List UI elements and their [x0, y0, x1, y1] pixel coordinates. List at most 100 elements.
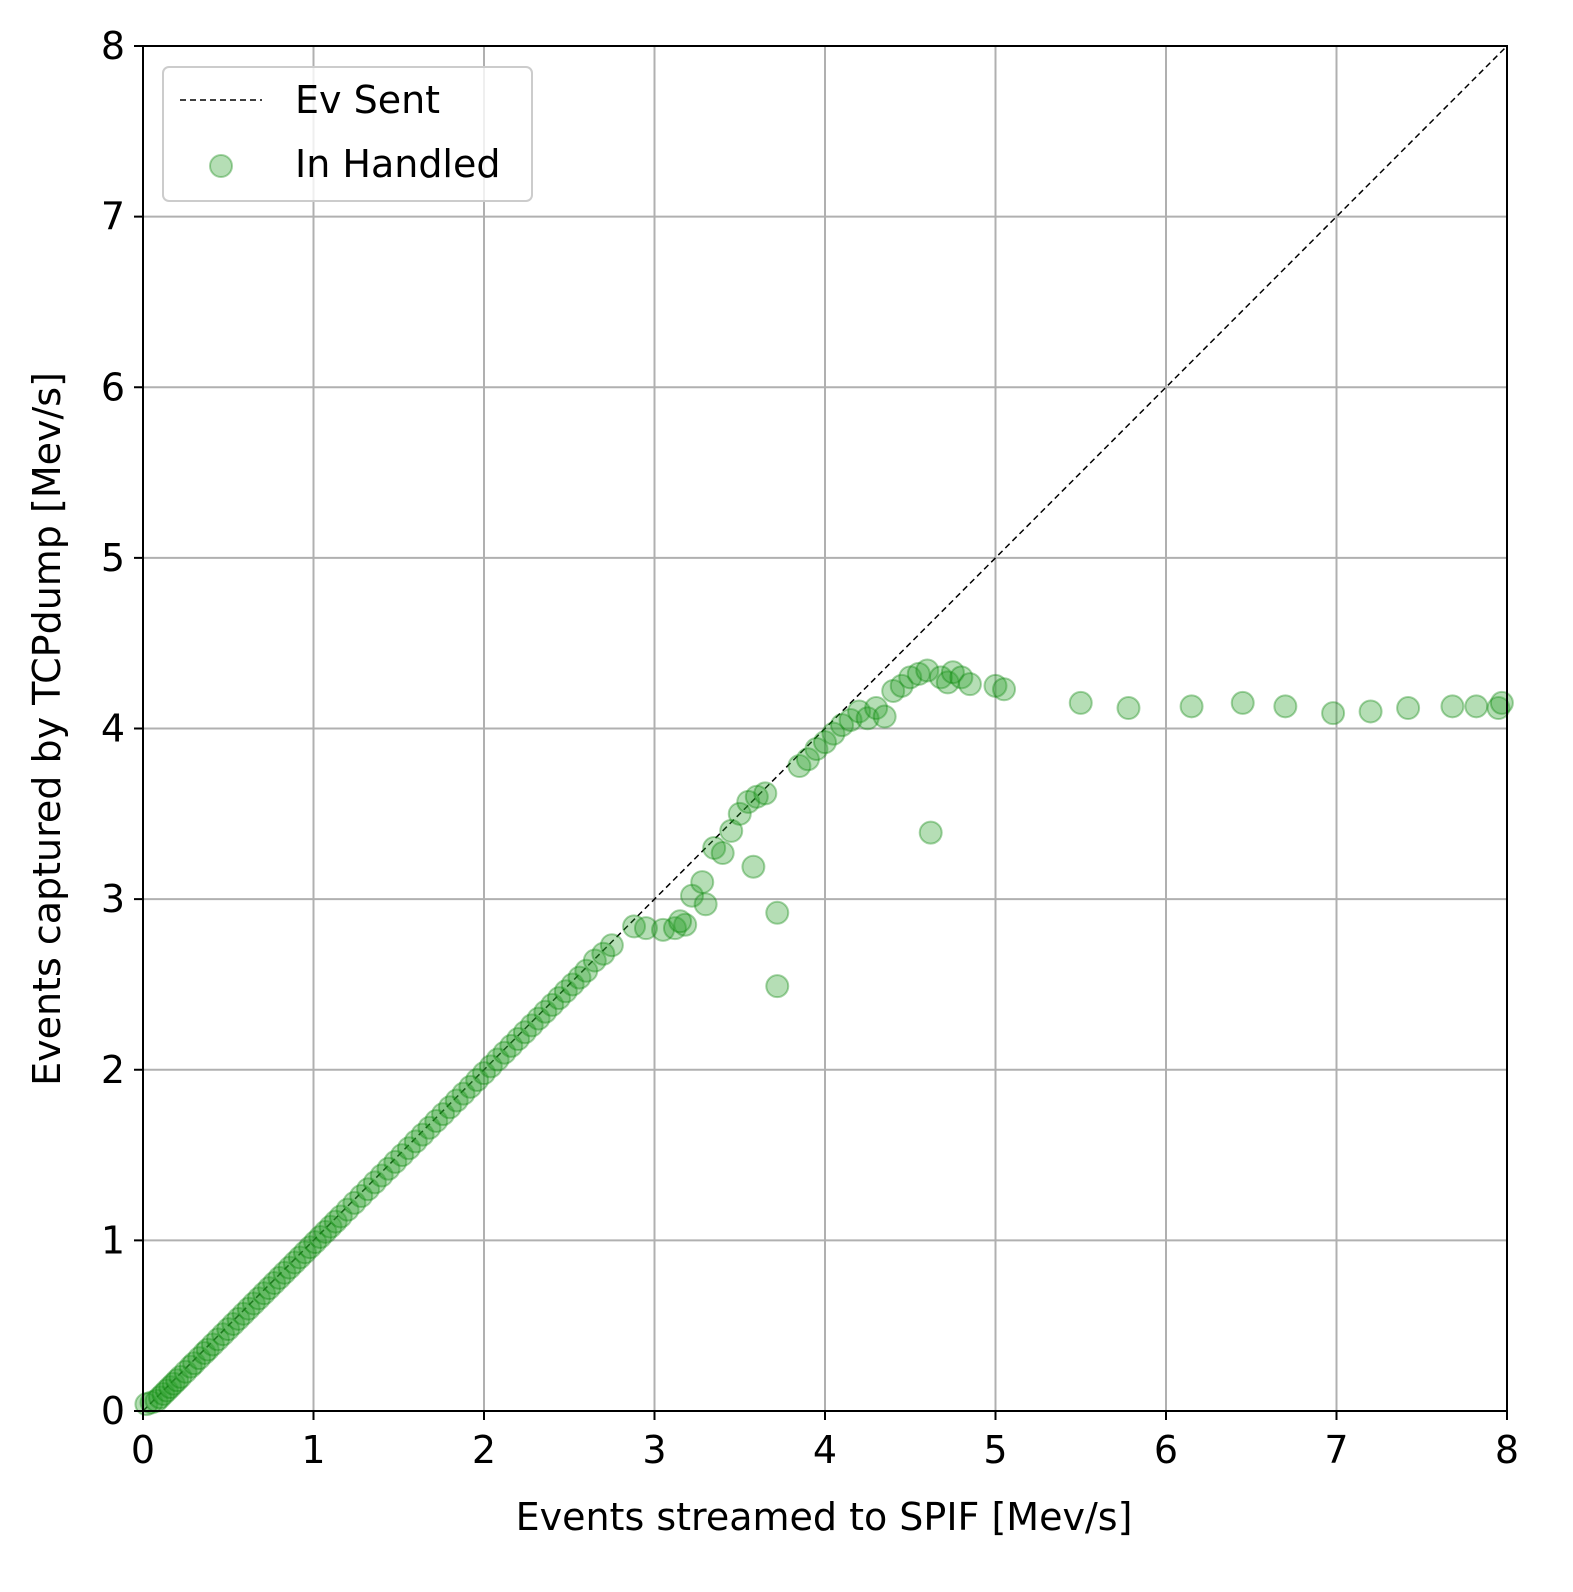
in-handled-point — [928, 665, 953, 690]
in-handled-point — [206, 1327, 231, 1352]
in-handled-point — [178, 1354, 203, 1379]
in-handled-point — [308, 1224, 333, 1249]
in-handled-point — [847, 699, 872, 724]
in-handled-point — [741, 854, 766, 879]
in-handled-point — [369, 1163, 394, 1188]
in-handled-point — [485, 1047, 510, 1072]
in-handled-point — [267, 1265, 292, 1290]
in-handled-point — [1489, 690, 1514, 715]
in-handled-point — [262, 1271, 287, 1296]
in-handled-point — [313, 1219, 338, 1244]
in-handled-point — [935, 670, 960, 695]
in-handled-point — [872, 704, 897, 729]
in-handled-point — [915, 658, 940, 683]
in-handled-point — [328, 1204, 353, 1229]
in-handled-point — [1179, 694, 1204, 719]
in-handled-point — [139, 1390, 164, 1415]
in-handled-point — [765, 974, 790, 999]
in-handled-point — [957, 672, 982, 697]
in-handled-point — [173, 1359, 198, 1384]
in-handled-point — [148, 1385, 173, 1410]
in-handled-point — [134, 1392, 159, 1417]
in-handled-point — [410, 1122, 435, 1147]
in-handled-point — [241, 1291, 266, 1316]
in-handled-point — [303, 1230, 328, 1255]
in-handled-point — [765, 900, 790, 925]
in-handled-point — [651, 917, 676, 942]
in-handled-point — [881, 678, 906, 703]
in-handled-point — [292, 1240, 317, 1265]
y-tick-label: 7 — [101, 195, 125, 239]
legend-ev-sent-label: Ev Sent — [295, 78, 440, 122]
in-handled-point — [356, 1177, 381, 1202]
in-handled-point — [195, 1337, 220, 1362]
in-handled-point — [574, 958, 599, 983]
in-handled-point — [444, 1088, 469, 1113]
in-handled-point — [680, 883, 705, 908]
in-handled-point — [898, 665, 923, 690]
x-tick-label: 6 — [1154, 1428, 1178, 1472]
in-handled-point — [158, 1375, 183, 1400]
in-handled-point — [889, 673, 914, 698]
in-handled-point — [560, 972, 585, 997]
in-handled-point — [151, 1381, 176, 1406]
in-handled-point — [804, 736, 829, 761]
x-tick-label: 7 — [1324, 1428, 1348, 1472]
in-handled-point — [992, 677, 1017, 702]
in-handled-point — [582, 948, 607, 973]
in-handled-point — [662, 916, 687, 941]
in-handled-point — [540, 992, 565, 1017]
in-handled-point — [298, 1235, 323, 1260]
in-handled-point — [318, 1214, 343, 1239]
x-axis-ticks: 0 1 2 3 4 5 6 7 8 — [131, 1411, 1519, 1472]
in-handled-point — [221, 1311, 246, 1336]
in-handled-point — [633, 916, 658, 941]
y-tick-label: 2 — [101, 1048, 125, 1092]
y-tick-label: 4 — [101, 707, 125, 751]
ev-sent-line — [142, 45, 1508, 1412]
y-tick-label: 1 — [101, 1218, 125, 1262]
in-handled-point — [1116, 696, 1141, 721]
in-handled-point — [702, 835, 727, 860]
in-handled-point — [390, 1143, 415, 1168]
in-handled-point — [478, 1054, 503, 1079]
in-handled-point — [864, 696, 889, 721]
in-handled-point — [727, 801, 752, 826]
in-handled-point — [813, 730, 837, 755]
in-handled-point — [1068, 690, 1093, 715]
in-handled-point — [424, 1108, 449, 1133]
x-tick-label: 2 — [472, 1428, 496, 1472]
in-handled-point — [719, 818, 744, 843]
in-handled-point — [940, 660, 965, 685]
in-handled-point — [211, 1322, 236, 1347]
in-handled-point — [838, 707, 863, 732]
in-handled-point — [499, 1033, 524, 1058]
in-handled-point — [465, 1067, 490, 1092]
in-handled-point — [744, 784, 769, 809]
in-handled-point — [1358, 699, 1383, 724]
in-handled-point — [257, 1276, 282, 1301]
in-handled-point — [1464, 694, 1489, 719]
in-handled-point — [161, 1371, 186, 1396]
in-handled-point — [710, 841, 735, 866]
in-handled-point — [1396, 696, 1421, 721]
in-handled-point — [342, 1190, 367, 1215]
in-handled-point — [693, 892, 718, 917]
in-handled-point — [1273, 694, 1298, 719]
legend-in-handled-marker — [209, 154, 233, 178]
in-handled-point — [216, 1317, 241, 1342]
in-handled-point — [451, 1081, 476, 1106]
in-handled-point — [1321, 701, 1346, 726]
in-handled-point — [277, 1255, 302, 1280]
in-handled-point — [1440, 694, 1465, 719]
in-handled-point — [154, 1378, 179, 1403]
in-handled-point — [622, 914, 647, 939]
in-handled-point — [512, 1020, 537, 1045]
in-handled-point — [349, 1184, 374, 1209]
in-handled-point — [668, 909, 693, 934]
in-handled-point — [246, 1286, 271, 1311]
in-handled-point — [437, 1095, 462, 1120]
in-handled-point — [187, 1346, 212, 1371]
in-handled-point — [403, 1129, 428, 1154]
y-tick-label: 3 — [101, 877, 125, 921]
